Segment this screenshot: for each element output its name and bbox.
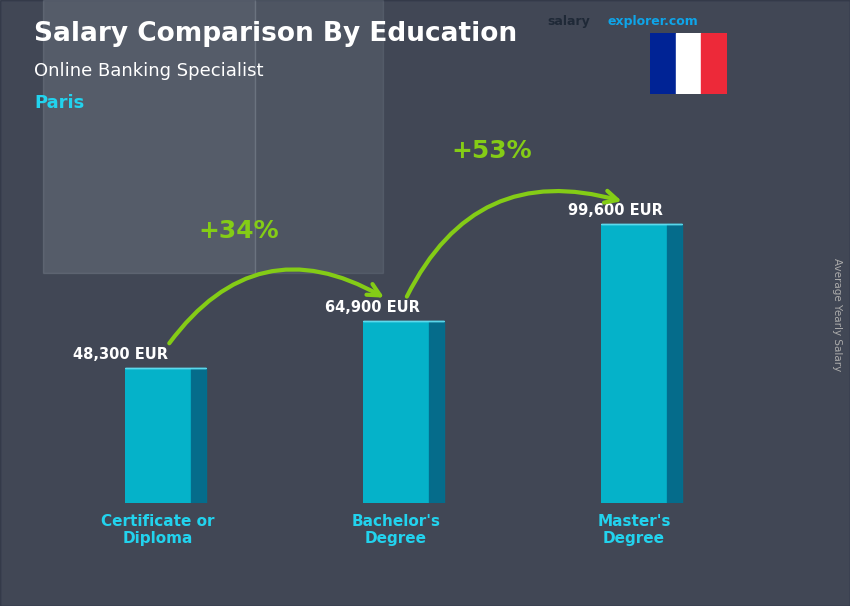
Bar <box>42 0 255 273</box>
Bar <box>363 321 429 503</box>
Bar <box>255 0 382 273</box>
Polygon shape <box>429 321 444 503</box>
Text: +34%: +34% <box>199 219 280 243</box>
Text: Paris: Paris <box>34 94 84 112</box>
Bar <box>125 368 191 503</box>
Text: Salary Comparison By Education: Salary Comparison By Education <box>34 21 517 47</box>
Bar <box>601 224 667 503</box>
Text: 48,300 EUR: 48,300 EUR <box>72 347 167 362</box>
Bar <box>650 33 676 94</box>
Polygon shape <box>191 368 206 503</box>
Polygon shape <box>667 224 682 503</box>
Text: explorer.com: explorer.com <box>608 15 698 28</box>
Text: salary: salary <box>547 15 590 28</box>
Bar <box>701 33 727 94</box>
Text: 64,900 EUR: 64,900 EUR <box>325 301 420 315</box>
Text: +53%: +53% <box>451 139 531 163</box>
Text: Average Yearly Salary: Average Yearly Salary <box>832 259 842 371</box>
Text: Online Banking Specialist: Online Banking Specialist <box>34 62 264 80</box>
Text: 99,600 EUR: 99,600 EUR <box>568 203 662 218</box>
Bar <box>676 33 701 94</box>
